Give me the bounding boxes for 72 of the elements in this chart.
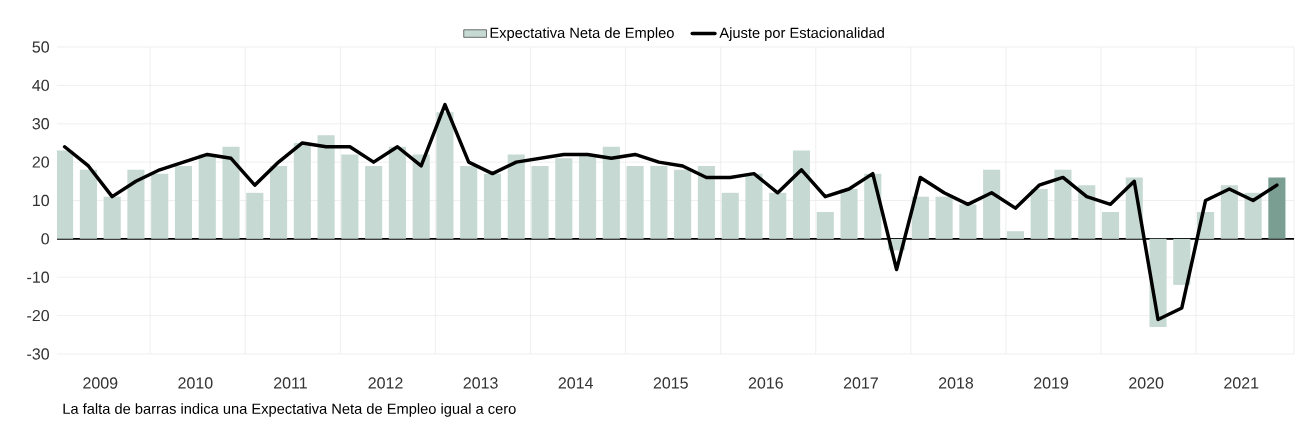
- bar: [436, 112, 454, 239]
- y-tick-label: -10: [27, 271, 50, 283]
- bar: [151, 173, 169, 239]
- x-tick-label: 2021: [1224, 377, 1259, 389]
- bar: [483, 173, 502, 239]
- x-tick-label: 2020: [1129, 377, 1164, 389]
- y-tick-label: -30: [27, 348, 50, 360]
- y-tick-label: -20: [27, 309, 50, 322]
- bar: [293, 142, 311, 239]
- y-tick-label: 30: [32, 118, 50, 130]
- bar: [626, 165, 644, 239]
- bar: [270, 165, 288, 239]
- bar: [1220, 185, 1238, 239]
- bar: [1078, 185, 1096, 239]
- bar: [127, 169, 145, 239]
- legend-label: Expectativa Neta de Empleo: [490, 27, 674, 41]
- y-tick-label: 50: [32, 41, 50, 53]
- bar: [198, 154, 216, 239]
- bar: [602, 146, 620, 239]
- y-tick-label: 0: [41, 233, 50, 245]
- bar: [840, 188, 858, 239]
- bar: [959, 204, 977, 239]
- x-tick-label: 2014: [558, 377, 593, 389]
- bar: [103, 196, 121, 239]
- bar: [531, 165, 549, 239]
- bar: [1006, 231, 1024, 239]
- bar: [721, 192, 739, 239]
- bar: [1101, 212, 1120, 239]
- bar: [555, 158, 573, 239]
- bar: [507, 154, 525, 239]
- x-tick-label: 2012: [368, 377, 403, 389]
- bar: [769, 192, 787, 239]
- bar: [365, 165, 383, 239]
- legend-label: Ajuste por Estacionalidad: [719, 27, 884, 41]
- x-tick-label: 2015: [653, 377, 688, 389]
- bar: [674, 169, 692, 239]
- bar: [57, 150, 74, 239]
- y-tick-label: 10: [33, 194, 50, 207]
- bar: [388, 146, 406, 239]
- x-tick-label: 2016: [748, 377, 783, 389]
- bar: [935, 196, 953, 239]
- bar: [650, 165, 668, 239]
- x-tick-label: 2019: [1034, 377, 1069, 389]
- bar: [174, 165, 193, 239]
- bar: [1244, 192, 1262, 239]
- x-tick-label: 2018: [938, 377, 974, 389]
- x-tick-label: 2011: [274, 377, 307, 389]
- bar: [697, 165, 715, 239]
- bar: [1054, 169, 1072, 239]
- y-tick-label: 40: [32, 79, 50, 92]
- bar: [460, 165, 478, 239]
- x-tick-label: 2017: [843, 377, 878, 389]
- bar: [745, 173, 763, 239]
- bar: [1268, 177, 1286, 239]
- bar: [412, 154, 430, 239]
- bar: [579, 154, 597, 239]
- x-tick-label: 2009: [83, 377, 118, 389]
- bar: [222, 146, 240, 239]
- bar: [983, 169, 1001, 239]
- x-tick-label: 2010: [178, 377, 213, 389]
- bar: [816, 212, 834, 239]
- bar: [79, 169, 97, 239]
- bar: [317, 135, 335, 239]
- bar: [911, 196, 929, 239]
- bar: [792, 150, 811, 239]
- bar: [341, 154, 359, 239]
- x-tick-label: 2013: [463, 377, 498, 389]
- bar: [1030, 188, 1048, 239]
- bar: [1173, 238, 1191, 285]
- y-tick-label: 20: [32, 156, 50, 168]
- bar: [246, 192, 264, 239]
- text: La falta de barras indica una Expectativa Neta de Empleo igual a cero: [63, 403, 516, 417]
